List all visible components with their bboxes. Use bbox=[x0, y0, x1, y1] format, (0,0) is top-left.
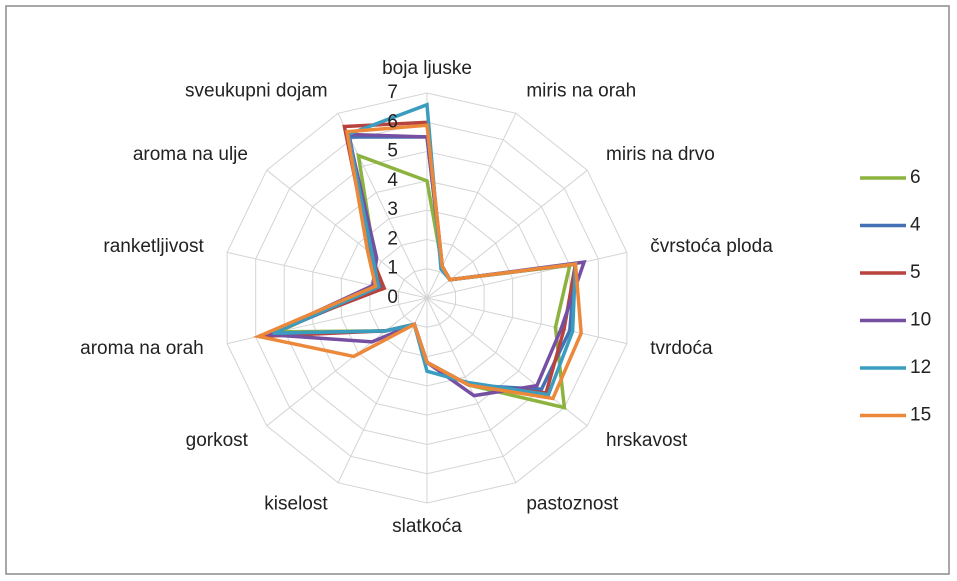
spoke bbox=[227, 251, 428, 299]
legend-label: 12 bbox=[910, 357, 931, 378]
tick-label: 3 bbox=[387, 199, 398, 220]
category-label: boja ljuske bbox=[382, 58, 472, 79]
tick-label: 1 bbox=[387, 258, 398, 279]
spoke bbox=[337, 297, 428, 483]
legend-label: 6 bbox=[910, 167, 921, 188]
category-label: aroma na orah bbox=[80, 338, 204, 359]
category-label: čvrstoća ploda bbox=[650, 236, 773, 257]
spoke bbox=[426, 169, 588, 299]
category-label: miris na orah bbox=[526, 81, 636, 102]
legend-label: 4 bbox=[910, 215, 921, 236]
category-label: slatkoća bbox=[392, 516, 462, 537]
category-label: ranketljivost bbox=[103, 236, 204, 257]
category-label: kiselost bbox=[264, 493, 328, 514]
tick-label: 2 bbox=[387, 228, 398, 249]
tick-label: 5 bbox=[387, 141, 398, 162]
tick-label: 7 bbox=[387, 82, 398, 103]
spoke bbox=[426, 297, 517, 483]
tick-label: 0 bbox=[387, 287, 398, 308]
category-label: gorkost bbox=[186, 430, 249, 451]
spoke bbox=[337, 113, 428, 299]
category-label: hrskavost bbox=[606, 430, 688, 451]
category-label: tvrdoća bbox=[650, 338, 713, 359]
series-line bbox=[252, 123, 583, 401]
category-label: aroma na ulje bbox=[133, 144, 248, 165]
tick-label: 6 bbox=[387, 111, 398, 132]
category-label: pastoznost bbox=[526, 493, 619, 514]
tick-label: 4 bbox=[387, 170, 398, 191]
chart-frame bbox=[5, 5, 950, 575]
spoke bbox=[266, 169, 428, 299]
spoke bbox=[266, 297, 428, 427]
category-label: sveukupni dojam bbox=[185, 81, 328, 102]
spoke bbox=[426, 297, 627, 345]
category-label: miris na drvo bbox=[606, 144, 715, 165]
legend-label: 5 bbox=[910, 262, 921, 283]
legend-label: 15 bbox=[910, 405, 931, 426]
spoke bbox=[426, 251, 627, 299]
spoke bbox=[426, 297, 588, 427]
legend-label: 10 bbox=[910, 310, 931, 331]
